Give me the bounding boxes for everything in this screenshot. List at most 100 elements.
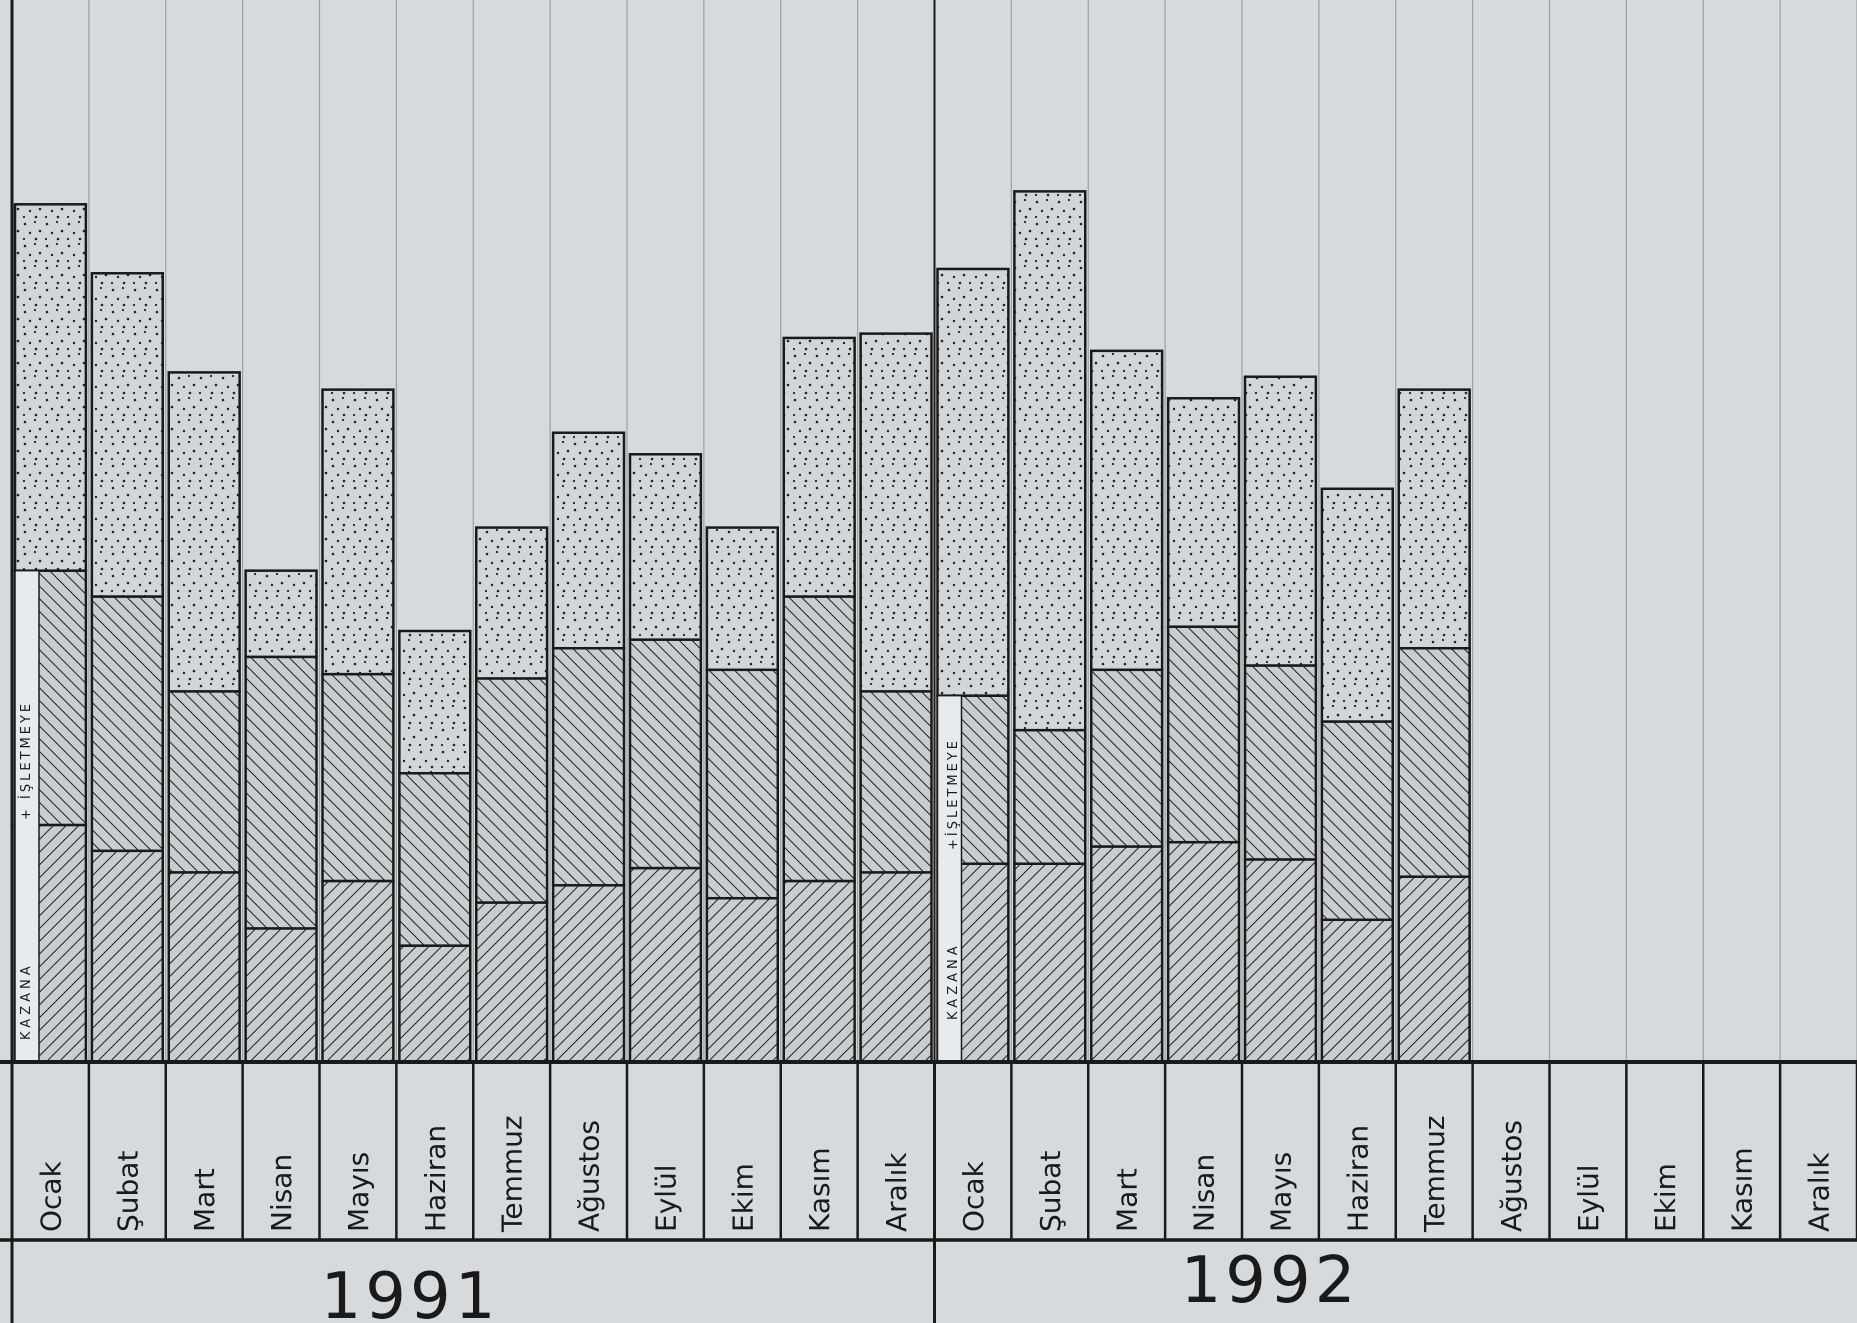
segment-label-strip xyxy=(936,694,963,1063)
month-label: Kasım xyxy=(803,1147,836,1232)
bar-segment-2 xyxy=(398,771,472,947)
bar-stack xyxy=(167,371,241,1064)
month-label: Temmuz xyxy=(1418,1115,1451,1233)
bar-stack xyxy=(1397,388,1471,1064)
bar-stack xyxy=(321,388,395,1064)
bar-segment-2 xyxy=(1397,646,1471,878)
month-label: Mart xyxy=(188,1168,221,1232)
bar-stack xyxy=(859,332,933,1064)
month-label: Aralık xyxy=(880,1152,913,1232)
bar-segment-2 xyxy=(628,638,703,870)
bar-stack xyxy=(90,272,164,1064)
month-label: Ağustos xyxy=(1495,1120,1528,1232)
month-label: Temmuz xyxy=(496,1115,529,1233)
category-labels: Ocak Şubat Mart Nisan Mayıs Haziran Temmuz Ağus… xyxy=(34,1115,1835,1233)
bar-segment-2 xyxy=(90,595,164,853)
bar-stack xyxy=(244,569,318,1064)
bar-segment-3 xyxy=(936,267,1010,697)
bar-stack xyxy=(1166,397,1241,1064)
bar-segment-3 xyxy=(13,203,88,572)
month-label: Mayıs xyxy=(342,1152,375,1232)
bar-segment-1 xyxy=(1243,858,1318,1064)
segment-label-isletmeye-1991: + İŞLETMEYE xyxy=(18,701,34,820)
month-label: Nisan xyxy=(265,1154,298,1232)
year-label-1992: 1992 xyxy=(1181,1244,1360,1318)
month-label: Mart xyxy=(1111,1168,1144,1232)
bar-segment-3 xyxy=(167,371,241,693)
bar-segment-3 xyxy=(1013,190,1087,732)
month-label: Ocak xyxy=(34,1160,67,1232)
month-label: Eylül xyxy=(649,1164,682,1232)
bar-segment-2 xyxy=(551,646,626,887)
bar-segment-3 xyxy=(782,336,856,598)
segment-label-kazana-1991: KAZANA xyxy=(19,962,34,1040)
segment-label-isletmeye-1992: +İŞLETMEYE xyxy=(945,738,961,850)
month-label: Ekim xyxy=(726,1163,759,1232)
bar-segment-3 xyxy=(398,629,472,775)
month-label: Kasım xyxy=(1726,1147,1759,1232)
bar-segment-1 xyxy=(321,879,395,1064)
month-label: Mayıs xyxy=(1264,1152,1297,1232)
bar-stack xyxy=(1243,375,1318,1064)
segment-label-kazana-1992: KAZANA xyxy=(946,942,961,1020)
segment-label-strip xyxy=(14,569,40,1063)
month-label: Aralık xyxy=(1803,1152,1836,1232)
bar-stack xyxy=(1013,190,1087,1064)
bar-segment-3 xyxy=(244,569,318,659)
bar-segment-2 xyxy=(1013,728,1087,865)
bar-segment-1 xyxy=(859,871,933,1064)
month-label: Haziran xyxy=(1341,1125,1374,1232)
bar-segment-1 xyxy=(628,866,703,1064)
bar-segment-1 xyxy=(782,879,856,1064)
bar-stack xyxy=(475,526,549,1064)
month-label: Eylül xyxy=(1572,1164,1605,1232)
month-label: Şubat xyxy=(111,1151,144,1232)
bar-segment-3 xyxy=(475,526,549,680)
segment-label-1991: KAZANA + İŞLETMEYE xyxy=(18,701,34,1040)
month-label: Ocak xyxy=(957,1160,990,1232)
bar-stack xyxy=(398,629,472,1064)
bar-segment-2 xyxy=(1243,664,1318,861)
year-label-1991: 1991 xyxy=(321,1260,500,1323)
bar-segment-2 xyxy=(705,668,779,900)
bar-segment-1 xyxy=(398,944,472,1064)
bar-segment-2 xyxy=(244,655,318,930)
bar-segment-2 xyxy=(1166,625,1241,844)
bar-segment-3 xyxy=(90,272,164,598)
bar-segment-2 xyxy=(167,690,241,874)
bar-groups xyxy=(13,190,1471,1064)
bar-segment-2 xyxy=(475,677,549,904)
bar-stack xyxy=(1320,487,1394,1064)
bar-stack xyxy=(1090,349,1164,1064)
bar-stack xyxy=(782,336,856,1064)
bar-segment-1 xyxy=(167,871,241,1064)
bar-segment-1 xyxy=(705,896,779,1064)
bar-segment-3 xyxy=(1397,388,1471,650)
month-label: Nisan xyxy=(1188,1154,1221,1232)
bar-segment-3 xyxy=(1090,349,1164,672)
month-label: Haziran xyxy=(419,1125,452,1232)
bar-segment-1 xyxy=(1090,845,1164,1064)
bar-segment-3 xyxy=(551,431,626,650)
bar-segment-1 xyxy=(551,884,626,1064)
bar-segment-1 xyxy=(1320,918,1394,1064)
bar-segment-3 xyxy=(705,526,779,672)
bar-segment-3 xyxy=(628,453,703,641)
bar-segment-3 xyxy=(321,388,395,676)
bar-stack xyxy=(628,453,703,1064)
segment-label-1992: KAZANA +İŞLETMEYE xyxy=(945,738,961,1020)
bar-segment-3 xyxy=(1243,375,1318,667)
month-label: Ağustos xyxy=(573,1120,606,1232)
bar-segment-3 xyxy=(859,332,933,693)
bar-segment-3 xyxy=(1166,397,1241,628)
bar-stack xyxy=(551,431,626,1064)
bar-segment-2 xyxy=(1320,720,1394,922)
bar-segment-1 xyxy=(90,849,164,1064)
month-label: Ekim xyxy=(1649,1163,1682,1232)
bar-segment-1 xyxy=(1013,862,1087,1064)
bar-stack xyxy=(705,526,779,1064)
month-label: Şubat xyxy=(1034,1151,1067,1232)
bar-segment-2 xyxy=(782,595,856,883)
